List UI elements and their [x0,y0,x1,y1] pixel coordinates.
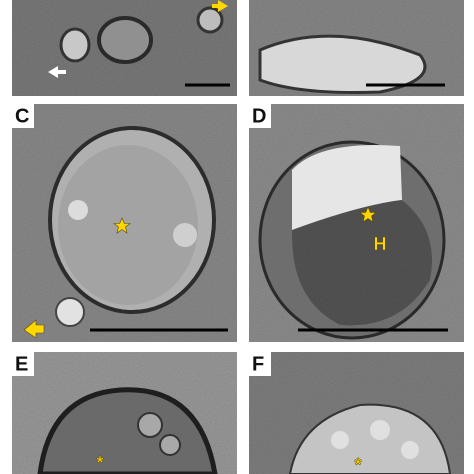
panel-label: D [252,105,266,127]
panel-a [12,0,237,96]
annotation: * [354,455,361,474]
panel-e: * E [12,352,237,474]
panel-c: C [12,104,237,342]
panel-label: F [252,353,264,375]
panel-d: H D [249,104,464,342]
panel-label: E [15,353,28,375]
panel-b [249,0,464,96]
panel-label: C [15,105,29,127]
panel-f: * F [249,352,464,474]
annotation: H [374,234,387,254]
annotation: * [96,453,103,473]
